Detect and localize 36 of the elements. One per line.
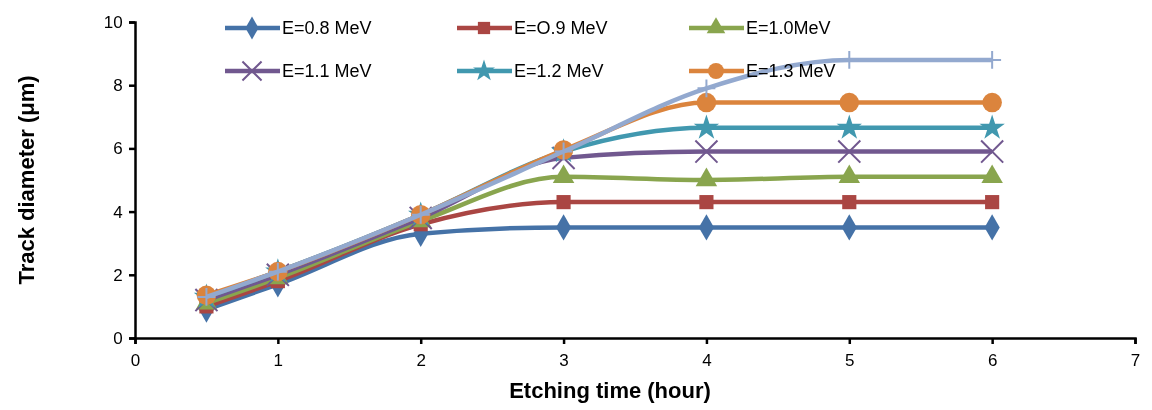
x-tick-label: 6: [987, 350, 998, 370]
point: [696, 78, 717, 99]
point: [979, 114, 1005, 139]
y-tick-label: 8: [113, 76, 123, 96]
y-tick-label: 0: [113, 328, 123, 348]
point: [837, 139, 862, 164]
x-tick-label: 4: [702, 350, 712, 370]
legend-label: E=1.1 MeV: [282, 61, 372, 81]
point: [836, 114, 862, 139]
point: [696, 92, 717, 113]
y-tick-label: 10: [103, 12, 123, 32]
y-tick-label: 2: [113, 265, 123, 285]
legend-label: E=1.3 MeV: [746, 61, 836, 81]
point: [839, 92, 860, 113]
x-tick-label: 0: [130, 350, 141, 370]
legend-label: E=1.2 MeV: [514, 61, 604, 81]
x-tick-label: 2: [416, 350, 426, 370]
legend-label: E=1.0MeV: [746, 18, 831, 38]
x-tick-label: 1: [273, 350, 284, 370]
point: [556, 195, 571, 210]
y-tick-label: 6: [113, 139, 123, 159]
point: [982, 92, 1002, 113]
point: [980, 139, 1005, 164]
point: [694, 139, 719, 164]
x-tick-label: 5: [845, 350, 855, 370]
legend-label: E=0.8 MeV: [282, 18, 372, 38]
y-axis-title: Track diameter (μm): [14, 75, 39, 285]
point: [699, 195, 714, 210]
x-tick-label: 7: [1130, 350, 1141, 370]
point: [693, 114, 720, 139]
point: [985, 195, 1000, 210]
legend-label: E=O.9 MeV: [514, 18, 608, 38]
x-tick-label: 3: [559, 350, 569, 370]
x-axis-title: Etching time (hour): [509, 378, 711, 403]
y-tick-label: 4: [113, 202, 123, 222]
point: [842, 195, 857, 210]
